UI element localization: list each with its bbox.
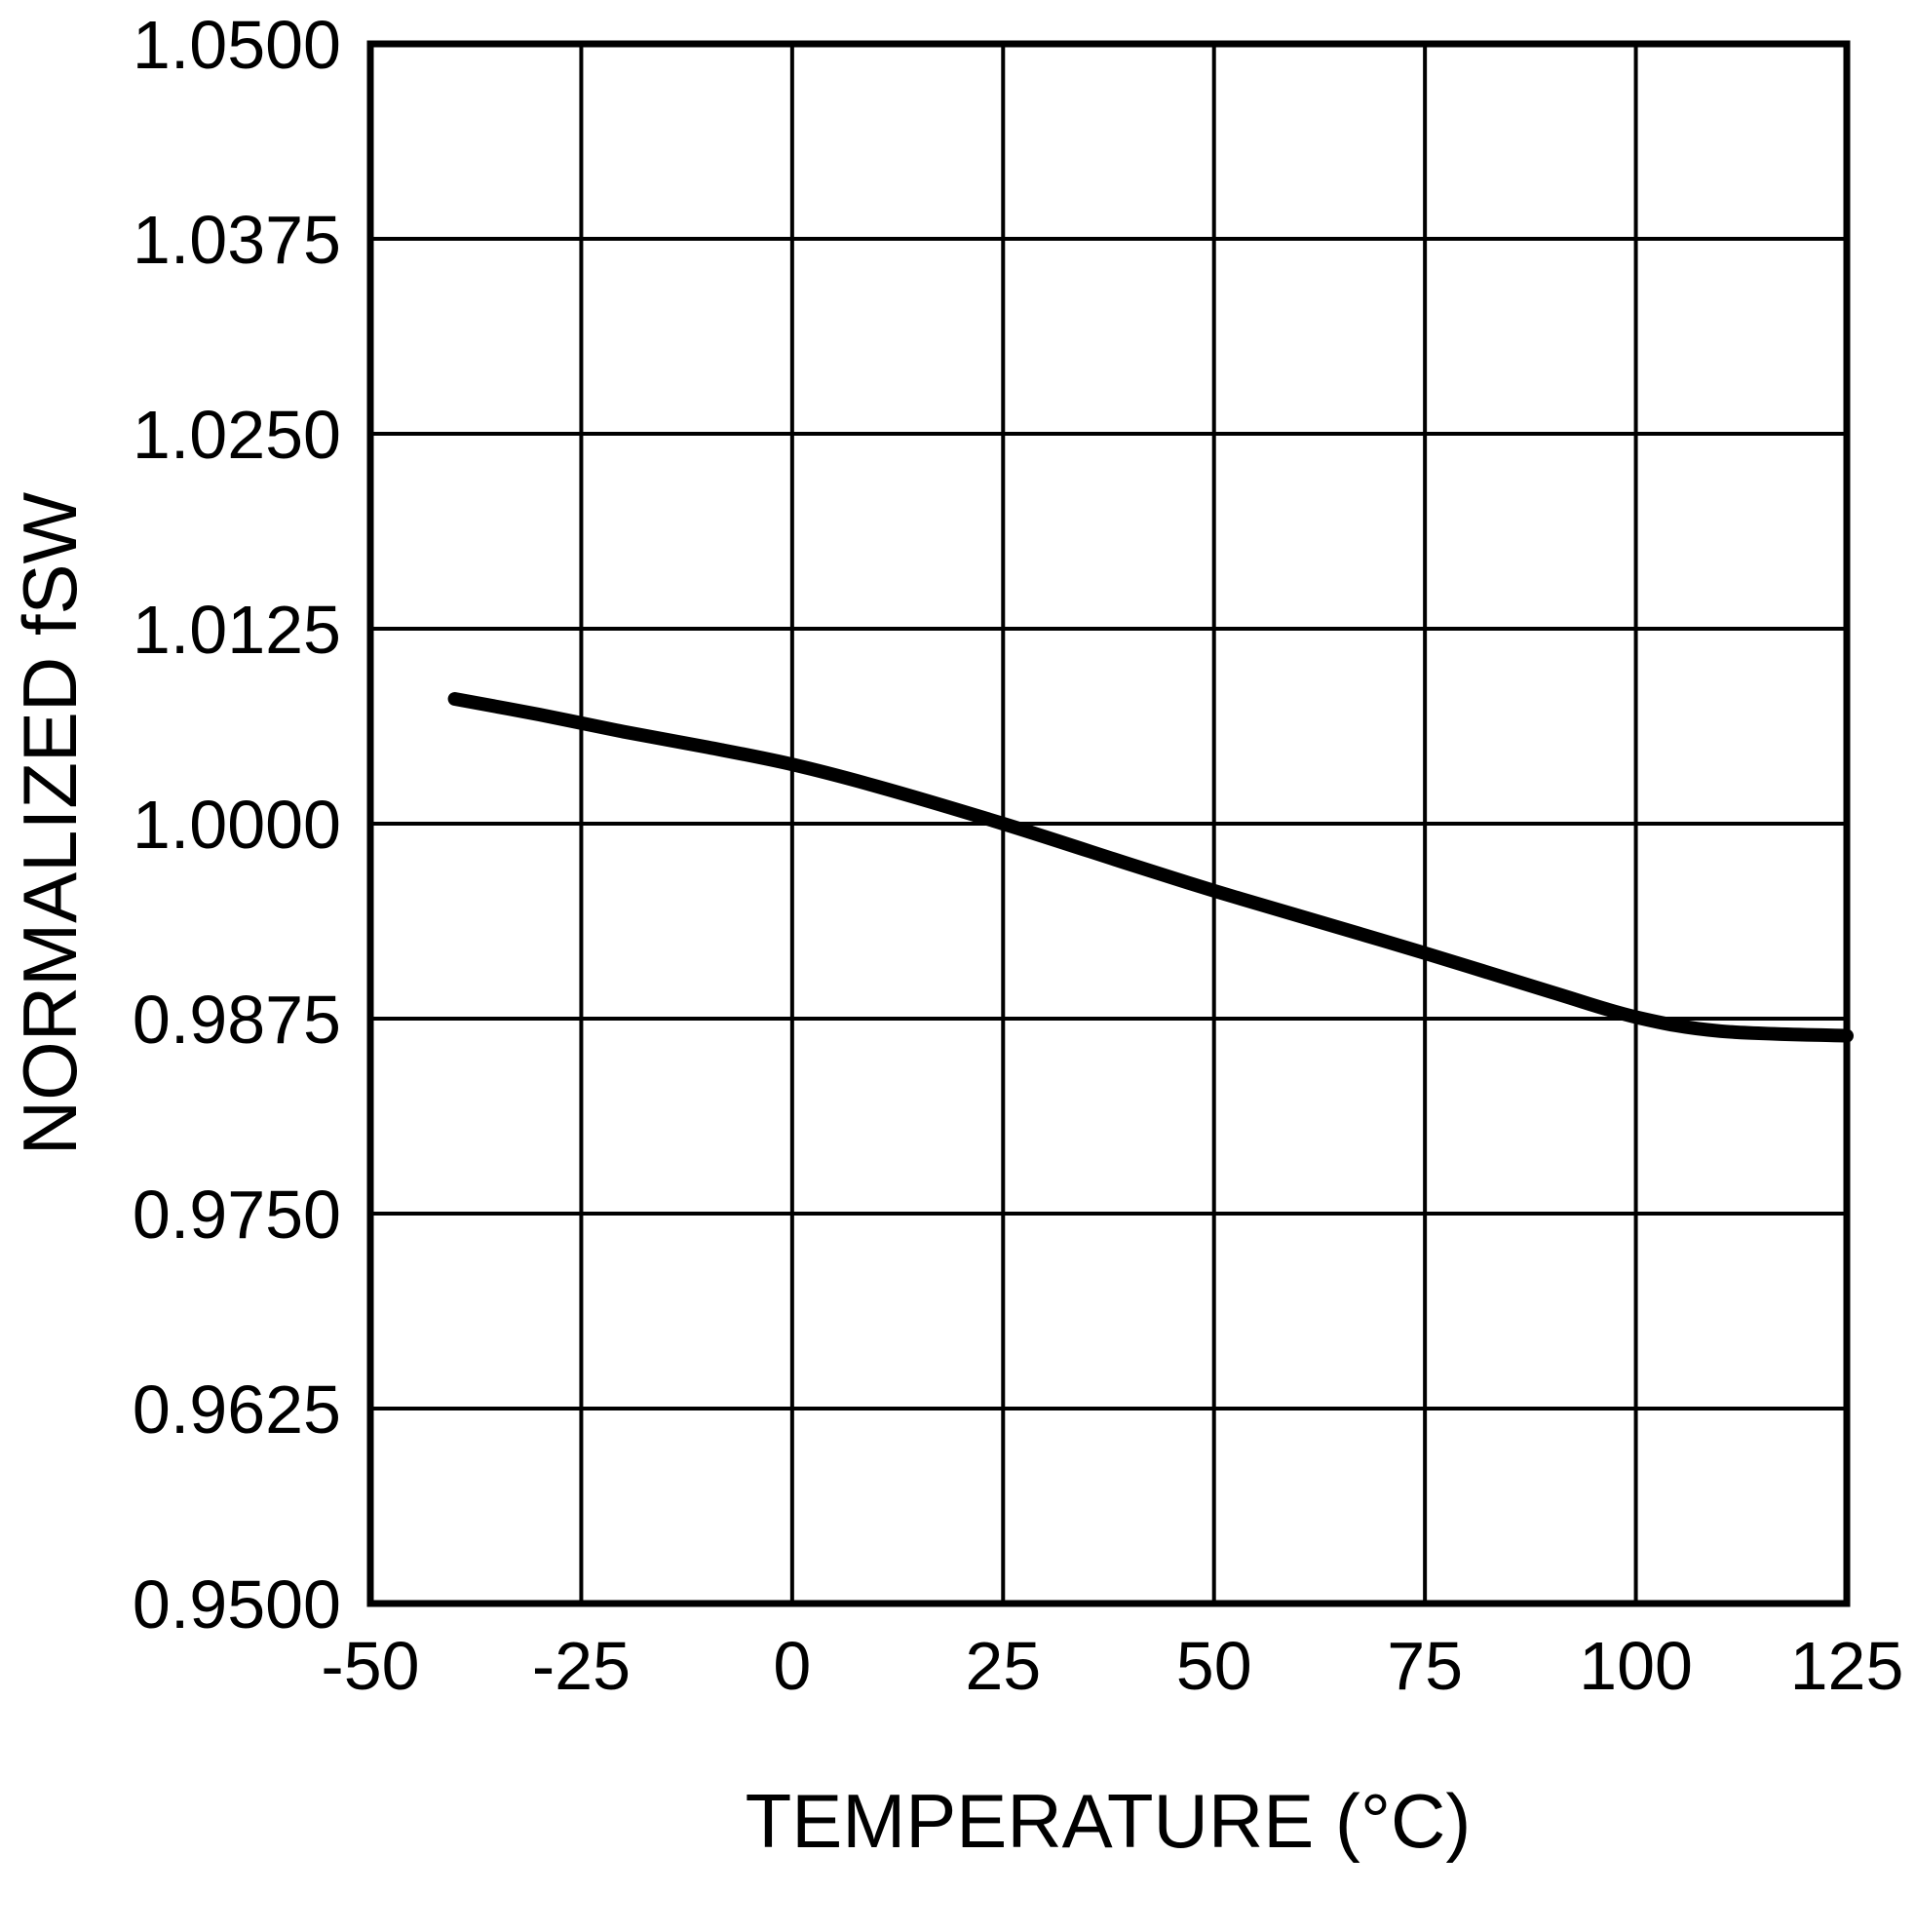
x-tick-label: -25: [532, 1628, 631, 1704]
x-tick-label: 125: [1790, 1628, 1904, 1704]
y-tick-label: 1.0125: [133, 592, 341, 668]
y-tick-label: 1.0250: [133, 397, 341, 473]
y-tick-label: 1.0500: [133, 7, 341, 83]
data-curve: [447, 692, 1854, 1043]
x-tick-label: 0: [773, 1628, 811, 1704]
x-tick-label: 25: [965, 1628, 1041, 1704]
x-tick-label: 50: [1176, 1628, 1252, 1704]
tick-layer: -50 -25 0 25 50 75 100 125 0.9500 0.9625 0.9750 0.9…: [133, 7, 1904, 1704]
y-tick-label: 0.9750: [133, 1177, 341, 1253]
x-tick-label: 75: [1387, 1628, 1463, 1704]
x-tick-label: -50: [321, 1628, 419, 1704]
y-tick-label: 0.9500: [133, 1566, 341, 1642]
y-tick-label: 0.9625: [133, 1372, 341, 1448]
y-tick-label: 1.0375: [133, 202, 341, 278]
y-tick-label: 0.9875: [133, 982, 341, 1058]
y-axis-title: NORMALIZED fSW: [7, 491, 93, 1155]
x-axis-title: TEMPERATURE (°C): [746, 1778, 1472, 1864]
x-tick-label: 100: [1579, 1628, 1693, 1704]
y-tick-label: 1.0000: [133, 787, 341, 863]
plot-border: [366, 40, 1851, 1607]
plot-layer: [447, 692, 1854, 1043]
grid-layer: [366, 40, 1851, 1607]
